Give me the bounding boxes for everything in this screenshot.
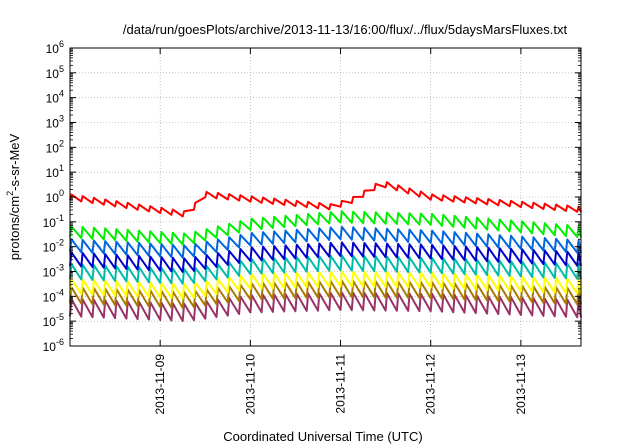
y-tick-label: 10-1 [43, 213, 64, 230]
y-axis: 10-6 10-5 10-4 10-3 10-2 10-1 100 101 102 103 104 1… [43, 39, 581, 354]
x-axis-label: Coordinated Universal Time (UTC) [223, 429, 422, 444]
series-line [69, 181, 582, 218]
series-line [69, 210, 582, 246]
series-line [69, 241, 582, 273]
series-line [69, 270, 582, 300]
y-tick-label: 10-2 [43, 238, 64, 255]
y-tick-label: 101 [46, 163, 64, 180]
chart-title: /data/run/goesPlots/archive/2013-11-13/1… [123, 22, 568, 37]
y-tick-label: 10-6 [43, 337, 64, 354]
x-axis: 2013-11-09 2013-11-10 2013-11-11 2013-11-12… [153, 48, 528, 415]
x-tick-label: 2013-11-10 [243, 354, 257, 415]
y-tick-label: 105 [46, 64, 64, 81]
y-tick-label: 10-4 [43, 287, 64, 304]
y-tick-label: 100 [46, 188, 64, 205]
x-tick-label: 2013-11-13 [514, 354, 528, 415]
y-tick-label: 104 [46, 89, 64, 106]
grid [70, 48, 581, 346]
y-tick-label: 10-5 [43, 312, 64, 329]
y-tick-label: 103 [46, 114, 64, 131]
y-tick-label: 106 [46, 39, 64, 56]
y-axis-label-sup: 2 [5, 191, 15, 196]
series-line [69, 225, 582, 259]
series-line [69, 291, 582, 322]
y-tick-label: 102 [46, 138, 64, 155]
x-tick-label: 2013-11-09 [153, 354, 167, 415]
series-layer [69, 181, 582, 322]
x-tick-label: 2013-11-11 [334, 354, 348, 414]
y-axis-label-suffix: -s-sr-MeV [7, 133, 22, 190]
y-tick-label: 10-3 [43, 263, 64, 280]
y-axis-label: protons/cm2-s-sr-MeV [5, 133, 22, 260]
series-line [69, 254, 582, 285]
y-axis-label-prefix: protons/cm [7, 196, 22, 260]
x-tick-label: 2013-11-12 [424, 354, 438, 415]
